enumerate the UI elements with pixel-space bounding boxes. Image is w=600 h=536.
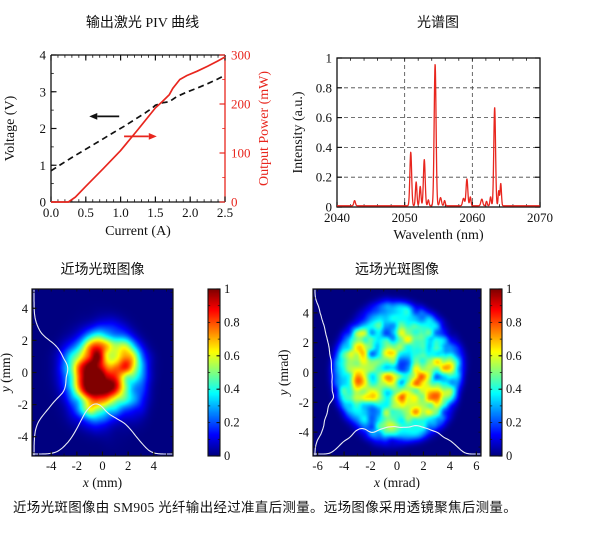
- piv-xtick-label: 1.0: [112, 205, 128, 220]
- farfield-heatmap: [313, 289, 481, 456]
- piv-xtick-label: 0.5: [78, 205, 94, 220]
- heatmap-ylabel: y (mm): [0, 353, 13, 394]
- piv-xlabel: Current (A): [105, 224, 171, 239]
- heatmap-ytick-label: 2: [22, 334, 28, 348]
- colorbar-tick-label: 0.6: [506, 349, 522, 363]
- spectrum-xtick-label: 2050: [392, 210, 418, 225]
- profile-vertical: [33, 289, 69, 456]
- heatmap-xtick-label: -6: [312, 459, 322, 473]
- spectrum-frame: [336, 57, 541, 208]
- colorbar-tick-label: 0.6: [224, 349, 240, 363]
- spectrum-ytick-label: 0: [326, 200, 333, 215]
- annotation-arrow-head: [148, 132, 157, 140]
- series-voltage: [50, 74, 226, 172]
- spectrum-ylabel: Intensity (a.u.): [291, 91, 306, 173]
- spectrum-ytick-label: 1: [326, 51, 333, 66]
- spectrum-xtick-label: 2040: [324, 210, 350, 225]
- colorbar-tick-label: 0.2: [506, 416, 522, 430]
- piv-ytick-left-label: 3: [40, 84, 47, 99]
- heatmap-ytick-label: 4: [303, 306, 310, 320]
- heatmap-xtick-label: 6: [473, 459, 479, 473]
- piv-ytick-right-label: 100: [231, 146, 251, 161]
- series-spectrum: [336, 63, 541, 207]
- heatmap-ytick-label: 4: [22, 302, 29, 316]
- piv-ylabel-right: Output Power (mW): [257, 71, 272, 186]
- piv-xtick-label: 1.5: [147, 205, 163, 220]
- heatmap-xlabel: x (mrad): [373, 475, 420, 490]
- heatmap-ytick-label: 0: [303, 366, 309, 380]
- series-power: [51, 56, 226, 203]
- spectrum-xtick-label: 2070: [527, 210, 553, 225]
- nearfield-colorbar: [208, 289, 220, 456]
- colorbar-tick-label: 1: [506, 282, 512, 296]
- heatmap-xlabel: x (mm): [82, 475, 122, 490]
- piv-ytick-left-label: 1: [40, 158, 47, 173]
- heatmap-ytick-label: -2: [18, 398, 28, 412]
- nearfield-heatmap: [32, 289, 173, 456]
- piv-ytick-right-label: 0: [231, 195, 238, 210]
- piv-ytick-left-label: 0: [40, 195, 47, 210]
- colorbar-tick-label: 1: [224, 282, 230, 296]
- spectrum-title: 光谱图: [417, 16, 459, 31]
- spectrum-ytick-label: 0.4: [316, 140, 333, 155]
- farfield-title: 远场光斑图像: [355, 263, 439, 278]
- piv-ytick-left-label: 2: [40, 121, 47, 136]
- farfield-colorbar: [490, 289, 502, 456]
- colorbar-tick-label: 0: [224, 449, 230, 463]
- heatmap-ytick-label: -4: [18, 430, 29, 444]
- spectrum-xtick-label: 2060: [459, 210, 485, 225]
- piv-xtick-label: 0.0: [43, 205, 59, 220]
- spectrum-xlabel: Wavelenth (nm): [393, 228, 484, 243]
- profile-vertical: [314, 289, 335, 456]
- profile-horizontal: [32, 403, 173, 455]
- heatmap-ytick-label: 0: [22, 366, 28, 380]
- heatmap-frame: [312, 288, 482, 457]
- piv-ylabel-left: Voltage (V): [3, 95, 18, 161]
- heatmap-xtick-label: -4: [339, 459, 350, 473]
- heatmap-xtick-label: 2: [125, 459, 131, 473]
- heatmap-xtick-label: 2: [420, 459, 426, 473]
- piv-title: 输出激光 PIV 曲线: [85, 16, 200, 31]
- heatmap-ylabel: y (mrad): [276, 349, 291, 397]
- spectrum-ytick-label: 0.6: [316, 110, 333, 125]
- heatmap-ytick-label: -2: [299, 396, 309, 410]
- heatmap-xtick-label: -4: [46, 459, 57, 473]
- spectrum-ytick-label: 0.8: [316, 80, 332, 95]
- heatmap-xtick-label: -2: [72, 459, 82, 473]
- spectrum-plot: 2040 2050 2060 2070 0 0.2 0.4 0.6 0.8 1 Wavelenth …: [291, 51, 553, 244]
- heatmap-xtick-label: -2: [365, 459, 375, 473]
- annotation-arrow-head: [89, 112, 98, 120]
- spectrum-ytick-label: 0.2: [316, 170, 332, 185]
- heatmap-xtick-label: 0: [99, 459, 105, 473]
- farfield-axes: -6 -4 -2 0 2 4 6 4 2 0 -2 -4 x (mrad) y (mrad) 0 0.2 0.4…: [276, 282, 522, 490]
- figure-caption: 近场光斑图像由 SM905 光纤输出经过准直后测量。远场图像采用透镜聚焦后测量。: [13, 500, 518, 515]
- piv-ytick-left-label: 4: [40, 48, 47, 63]
- piv-xtick-label: 2.0: [182, 205, 198, 220]
- heatmap-frame: [31, 288, 174, 457]
- colorbar-tick-label: 0: [506, 449, 512, 463]
- heatmap-xtick-label: 0: [394, 459, 400, 473]
- heatmap-ytick-label: -4: [299, 426, 310, 440]
- colorbar-tick-label: 0.4: [506, 382, 522, 396]
- nearfield-axes: -4 -2 0 2 4 4 2 0 -2 -4 x (mm) y (mm) 0 0.2 0.4 0.6 0.8 1: [0, 282, 240, 490]
- colorbar-tick-label: 0.4: [224, 382, 240, 396]
- heatmap-ytick-label: 2: [303, 336, 309, 350]
- colorbar-tick-label: 0.8: [506, 315, 522, 329]
- piv-ytick-right-label: 300: [231, 48, 251, 63]
- piv-ytick-right-label: 200: [231, 97, 251, 112]
- heatmap-xtick-label: 4: [151, 459, 158, 473]
- piv-xtick-label: 2.5: [217, 205, 233, 220]
- colorbar-tick-label: 0.2: [224, 416, 240, 430]
- nearfield-title: 近场光斑图像: [60, 263, 145, 278]
- heatmap-xtick-label: 4: [447, 459, 454, 473]
- piv-plot: 0.0 0.5 1.0 1.5 2.0 2.5012340100200300Current…: [3, 48, 272, 240]
- colorbar-tick-label: 0.8: [224, 315, 240, 329]
- profile-horizontal: [313, 425, 481, 455]
